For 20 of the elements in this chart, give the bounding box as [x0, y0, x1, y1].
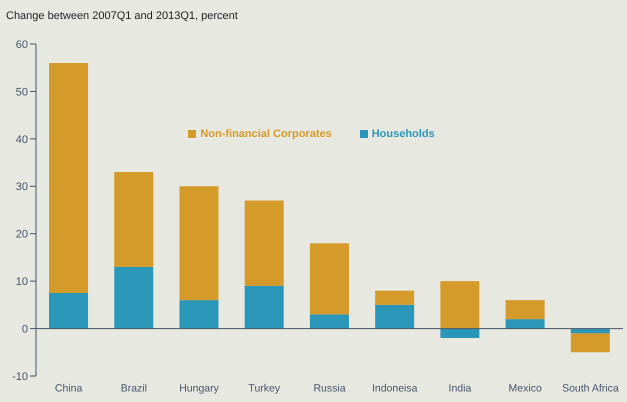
x-tick-label: China — [54, 382, 82, 394]
y-tick-label: 50 — [16, 86, 28, 98]
legend-label: Non-financial Corporates — [199, 128, 332, 140]
y-tick-label: -10 — [12, 370, 28, 383]
chart-title: Change between 2007Q1 and 2013Q1, percent — [6, 10, 238, 22]
x-tick-label: Indoneisa — [372, 382, 418, 394]
y-tick-label: 10 — [16, 276, 28, 288]
x-tick-label: Brazil — [120, 382, 147, 394]
y-tick-label: 60 — [16, 38, 28, 51]
y-tick-label: 30 — [16, 181, 28, 194]
x-tick-label: India — [448, 382, 472, 394]
legend-label: Households — [370, 128, 435, 140]
x-tick-label: Mexico — [508, 382, 542, 394]
y-tick-label: 20 — [16, 228, 28, 241]
y-tick-label: 0 — [22, 323, 28, 336]
x-tick-label: South Africa — [562, 382, 619, 394]
y-tick-label: 40 — [16, 134, 28, 146]
x-tick-label: Russia — [313, 382, 346, 394]
x-tick-label: Hungary — [179, 382, 220, 394]
x-tick-label: Turkey — [248, 382, 281, 394]
